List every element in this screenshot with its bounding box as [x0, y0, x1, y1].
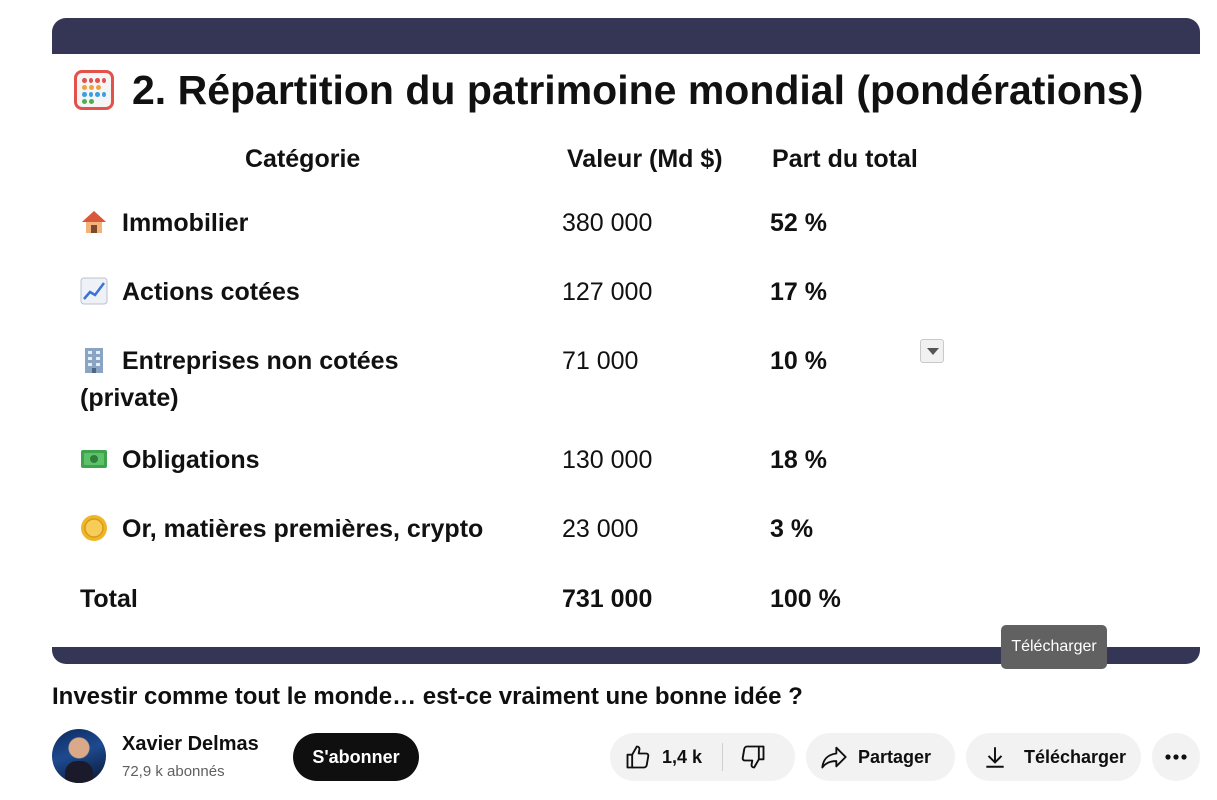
thumbs-up-icon	[624, 743, 652, 771]
table-row-value: 130 000	[562, 446, 653, 474]
header-share: Part du total	[772, 145, 918, 173]
table-row-share: 18 %	[770, 446, 827, 474]
more-horizontal-icon	[1164, 753, 1188, 761]
dropdown-toggle-button[interactable]	[920, 339, 944, 363]
slide-content	[52, 54, 1200, 647]
header-category: Catégorie	[245, 145, 361, 173]
share-label: Partager	[858, 746, 932, 767]
channel-name[interactable]: Xavier Delmas	[122, 733, 259, 755]
table-row-category: Actions cotées	[80, 274, 300, 310]
download-tooltip: Télécharger	[1001, 625, 1107, 669]
table-row-share: 10 %	[770, 347, 827, 375]
table-row-value: 23 000	[562, 515, 639, 543]
like-button[interactable]: 1,4 k	[610, 733, 702, 781]
table-row-category: Entreprises non cotées	[80, 343, 398, 379]
house-icon	[80, 208, 108, 236]
table-row-value: 127 000	[562, 278, 653, 306]
table-row-category: Immobilier	[80, 205, 248, 241]
total-value: 731 000	[562, 585, 653, 613]
like-dislike-group: 1,4 k	[610, 733, 795, 781]
chart-increasing-icon	[80, 277, 108, 305]
abacus-icon	[74, 70, 114, 110]
thumbs-down-icon	[739, 743, 767, 771]
table-row-share: 52 %	[770, 209, 827, 237]
table-row-value: 380 000	[562, 209, 653, 237]
table-row-category-line2: (private)	[80, 384, 179, 412]
table-row-value: 71 000	[562, 347, 639, 375]
dollar-banknote-icon	[80, 445, 108, 473]
more-actions-button[interactable]	[1152, 733, 1200, 781]
table-row-category: Or, matières premières, crypto	[80, 511, 483, 547]
slide-title: 2. Répartition du patrimoine mondial (po…	[74, 66, 1144, 113]
subscribe-button[interactable]: S'abonner	[293, 733, 419, 781]
table-row-share: 17 %	[770, 278, 827, 306]
download-label: Télécharger	[1024, 746, 1127, 767]
dislike-button[interactable]	[723, 733, 767, 781]
subscriber-count: 72,9 k abonnés	[122, 763, 225, 780]
table-row-category: Obligations	[80, 442, 260, 478]
coin-icon	[80, 514, 108, 542]
video-title: Investir comme tout le monde… est-ce vra…	[52, 683, 803, 710]
share-arrow-icon	[820, 743, 848, 771]
slide-title-text: 2. Répartition du patrimoine mondial (po…	[132, 66, 1144, 113]
table-row-share: 3 %	[770, 515, 814, 543]
like-count: 1,4 k	[662, 746, 703, 767]
office-building-icon	[80, 346, 108, 374]
total-share: 100 %	[770, 585, 841, 613]
total-label: Total	[80, 585, 138, 613]
download-button[interactable]: Télécharger	[966, 733, 1141, 781]
share-button[interactable]: Partager	[806, 733, 955, 781]
download-icon	[982, 743, 1008, 771]
header-value: Valeur (Md $)	[567, 145, 723, 173]
like-divider	[722, 743, 724, 771]
video-player[interactable]	[52, 18, 1200, 664]
avatar[interactable]	[52, 729, 106, 783]
